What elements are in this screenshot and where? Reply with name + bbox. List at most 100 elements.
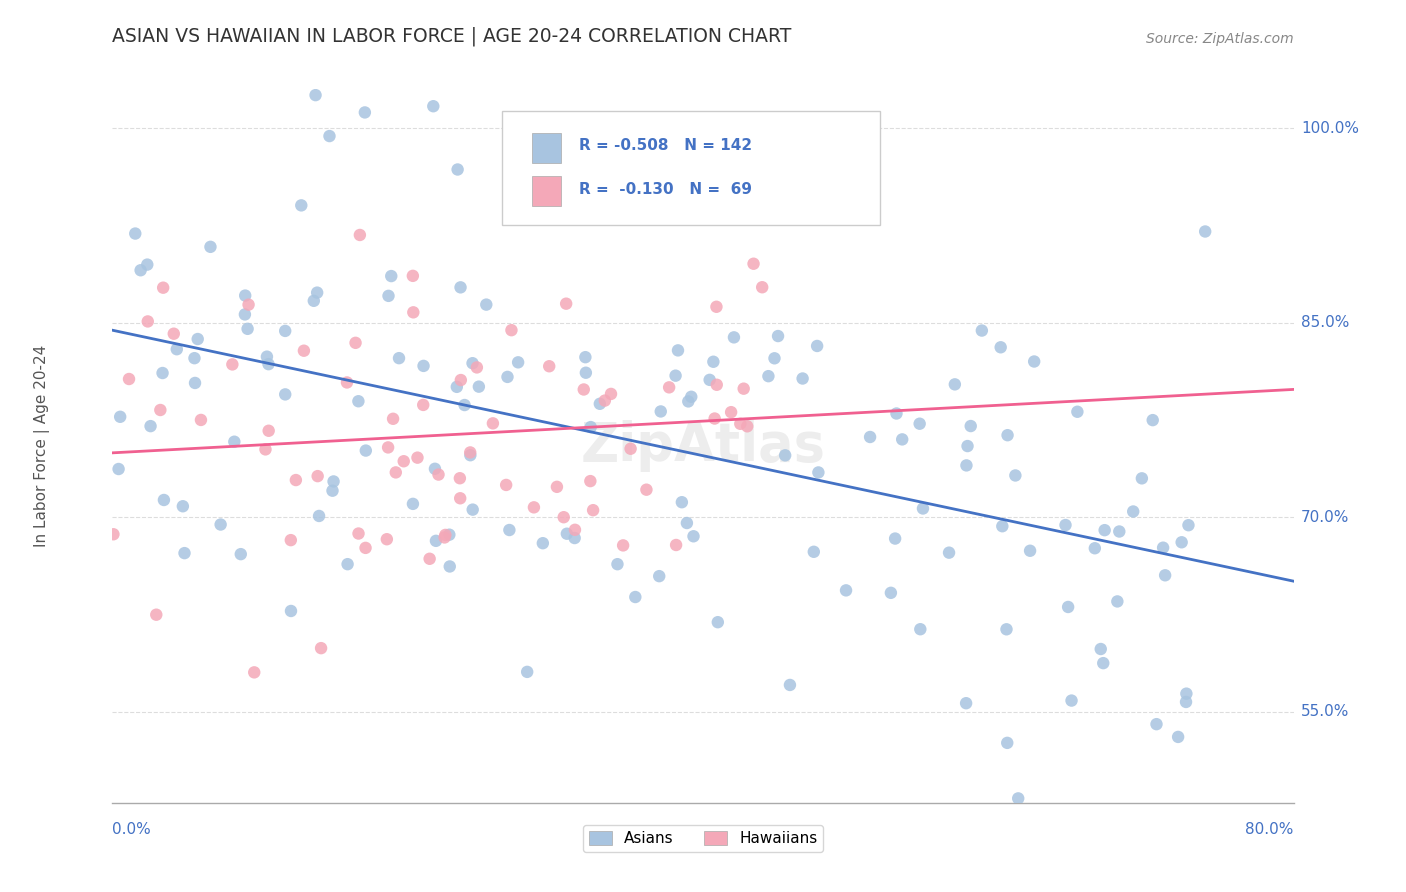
Asians bbox=[575, 366, 598, 380]
Text: 55.0%: 55.0% bbox=[1301, 705, 1350, 720]
Asians bbox=[503, 188, 526, 202]
Asians bbox=[990, 340, 1012, 354]
Hawaiians bbox=[384, 466, 406, 480]
Hawaiians bbox=[555, 296, 578, 310]
Asians bbox=[516, 665, 538, 679]
Hawaiians bbox=[612, 538, 634, 552]
Asians bbox=[1092, 656, 1115, 670]
Asians bbox=[773, 448, 796, 462]
Asians bbox=[498, 523, 520, 537]
Text: R = -0.508   N = 142: R = -0.508 N = 142 bbox=[579, 138, 752, 153]
Asians bbox=[682, 529, 704, 543]
Asians bbox=[803, 545, 825, 559]
Hawaiians bbox=[465, 360, 488, 375]
Asians bbox=[763, 351, 786, 366]
Hawaiians bbox=[658, 380, 681, 394]
Asians bbox=[224, 434, 246, 449]
Asians bbox=[624, 590, 647, 604]
Asians bbox=[955, 458, 977, 473]
Asians bbox=[209, 517, 232, 532]
Asians bbox=[650, 404, 672, 418]
Asians bbox=[555, 526, 578, 541]
Asians bbox=[233, 307, 256, 321]
Asians bbox=[380, 269, 402, 284]
Asians bbox=[496, 370, 519, 384]
Asians bbox=[453, 398, 475, 412]
Text: In Labor Force | Age 20-24: In Labor Force | Age 20-24 bbox=[34, 345, 49, 547]
Asians bbox=[763, 159, 786, 173]
Hawaiians bbox=[377, 441, 399, 455]
Asians bbox=[1004, 468, 1026, 483]
Hawaiians bbox=[103, 527, 125, 541]
Hawaiians bbox=[450, 373, 472, 387]
Text: 0.0%: 0.0% bbox=[112, 822, 152, 838]
Asians bbox=[107, 462, 129, 476]
Asians bbox=[172, 500, 194, 514]
Hawaiians bbox=[751, 280, 773, 294]
Asians bbox=[318, 129, 340, 144]
Asians bbox=[152, 366, 174, 380]
Asians bbox=[166, 342, 188, 356]
Asians bbox=[1152, 541, 1174, 555]
Asians bbox=[321, 483, 343, 498]
Asians bbox=[446, 162, 468, 177]
Asians bbox=[388, 351, 411, 366]
Asians bbox=[187, 332, 209, 346]
Asians bbox=[347, 394, 370, 409]
Asians bbox=[1066, 405, 1088, 419]
Hawaiians bbox=[482, 417, 505, 431]
Hawaiians bbox=[307, 469, 329, 483]
Hawaiians bbox=[336, 376, 359, 390]
Asians bbox=[475, 297, 498, 311]
Text: R =  -0.130   N =  69: R = -0.130 N = 69 bbox=[579, 182, 752, 197]
Hawaiians bbox=[309, 641, 332, 656]
Text: ZipAtlas: ZipAtlas bbox=[581, 420, 825, 472]
Asians bbox=[959, 419, 981, 434]
Asians bbox=[681, 390, 703, 404]
Asians bbox=[531, 536, 554, 550]
Asians bbox=[508, 355, 530, 369]
Asians bbox=[956, 439, 979, 453]
Hawaiians bbox=[221, 358, 243, 372]
Asians bbox=[200, 240, 222, 254]
Hawaiians bbox=[742, 257, 765, 271]
Asians bbox=[891, 433, 914, 447]
Asians bbox=[1090, 642, 1112, 657]
Asians bbox=[460, 448, 482, 462]
Text: ASIAN VS HAWAIIAN IN LABOR FORCE | AGE 20-24 CORRELATION CHART: ASIAN VS HAWAIIAN IN LABOR FORCE | AGE 2… bbox=[112, 27, 792, 46]
Asians bbox=[1177, 518, 1199, 533]
Asians bbox=[664, 368, 686, 383]
Asians bbox=[1060, 693, 1083, 707]
Hawaiians bbox=[582, 503, 605, 517]
FancyBboxPatch shape bbox=[531, 133, 561, 162]
Hawaiians bbox=[349, 227, 371, 242]
Asians bbox=[880, 586, 903, 600]
Hawaiians bbox=[523, 500, 546, 515]
Text: 85.0%: 85.0% bbox=[1301, 315, 1350, 330]
Asians bbox=[1130, 471, 1153, 485]
Hawaiians bbox=[620, 442, 643, 456]
Asians bbox=[1170, 535, 1192, 549]
Asians bbox=[183, 351, 205, 366]
Asians bbox=[274, 387, 297, 401]
Hawaiians bbox=[280, 533, 302, 548]
Asians bbox=[1024, 354, 1046, 368]
Asians bbox=[256, 350, 278, 364]
Hawaiians bbox=[449, 491, 471, 506]
Text: Source: ZipAtlas.com: Source: ZipAtlas.com bbox=[1146, 32, 1294, 46]
Text: 80.0%: 80.0% bbox=[1246, 822, 1294, 838]
Hawaiians bbox=[152, 281, 174, 295]
Asians bbox=[1175, 687, 1198, 701]
Hawaiians bbox=[190, 413, 212, 427]
Asians bbox=[1167, 730, 1189, 744]
Asians bbox=[1142, 413, 1164, 427]
Asians bbox=[1094, 523, 1116, 537]
Asians bbox=[233, 288, 256, 302]
Asians bbox=[139, 419, 162, 434]
Hawaiians bbox=[354, 541, 377, 555]
Hawaiians bbox=[495, 478, 517, 492]
Asians bbox=[353, 105, 375, 120]
Hawaiians bbox=[238, 298, 260, 312]
Asians bbox=[859, 430, 882, 444]
Asians bbox=[1054, 518, 1077, 533]
